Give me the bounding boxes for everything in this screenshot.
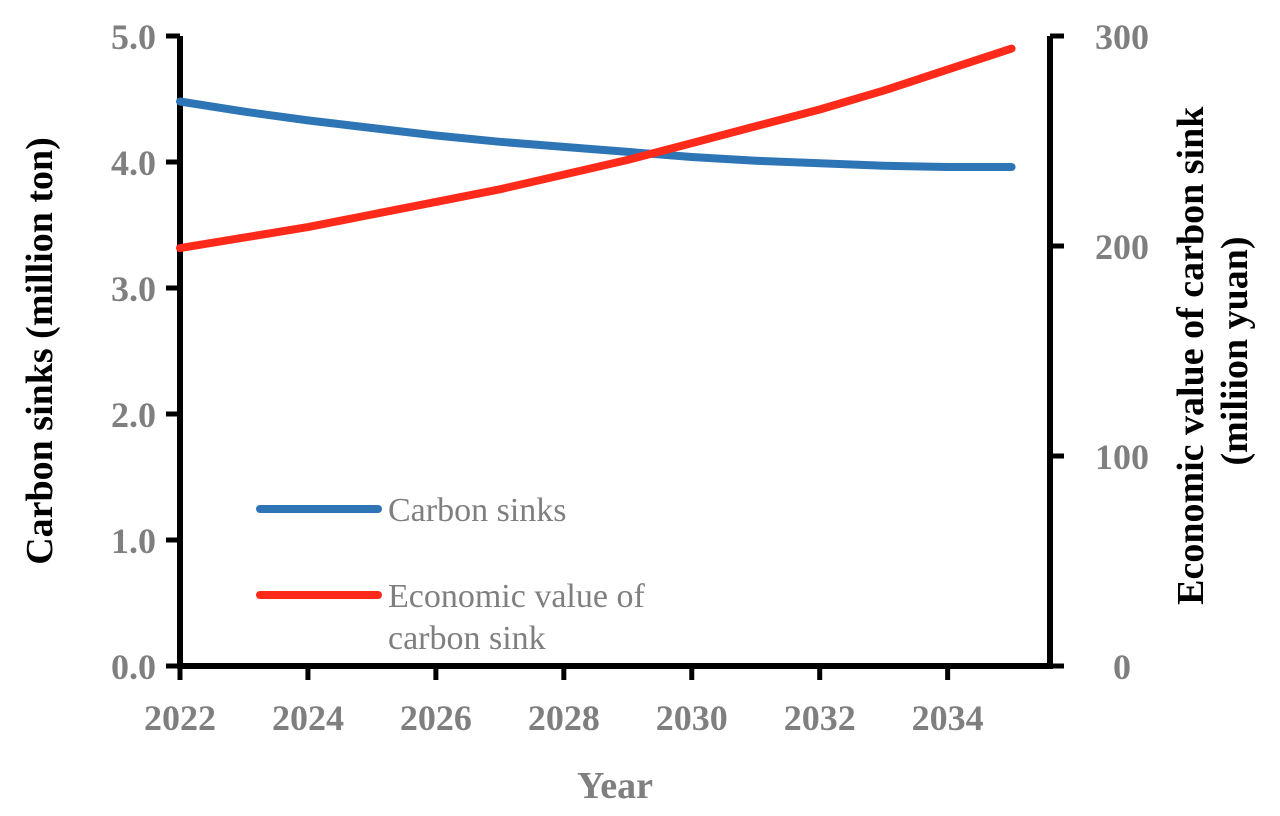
x-axis-title: Year: [577, 765, 653, 807]
y-tick-label: 2.0: [111, 395, 156, 435]
y2-axis-title: Economic value of carbon sink (miliion y…: [1170, 97, 1256, 605]
x-tick-label: 2026: [400, 698, 472, 738]
legend-label-economic-value-line-2: carbon sink: [388, 620, 546, 657]
y-tick-label: 3.0: [111, 269, 156, 309]
legend-label-economic-value: Economic value of carbon sink: [388, 578, 653, 657]
x-tick-label: 2028: [528, 698, 600, 738]
y2-tick-label: 0: [1113, 647, 1131, 687]
y2-axis-title-line-1: Economic value of carbon sink: [1170, 106, 1212, 605]
x-tick-label: 2032: [784, 698, 856, 738]
y-tick-label: 0.0: [111, 647, 156, 687]
x-tick-label: 2034: [912, 698, 984, 738]
series-line-carbon-sinks: [176, 97, 1016, 171]
y-axis-title: Carbon sinks (million ton): [19, 137, 61, 565]
y2-tick-label: 300: [1095, 17, 1149, 57]
x-tick-label: 2022: [144, 698, 216, 738]
legend-label-economic-value-line-1: Economic value of: [388, 578, 645, 615]
legend: Carbon sinks Economic value of carbon si…: [256, 492, 653, 657]
x-tick-label: 2024: [272, 698, 344, 738]
y2-tick-label: 200: [1095, 227, 1149, 267]
x-tick-label: 2030: [656, 698, 728, 738]
y-tick-label: 1.0: [111, 521, 156, 561]
series-line-economic-value-of-carbon-sink: [176, 44, 1016, 253]
ticks: 0.0 1.0 2.0 3.0 4.0 5.0 0 100 200 300 2022 2024 2026…: [111, 17, 1149, 738]
y-tick-label: 4.0: [111, 143, 156, 183]
series-lines: [176, 44, 1016, 253]
legend-label-carbon-sinks: Carbon sinks: [388, 492, 567, 529]
plot-area: [177, 36, 1053, 669]
y-tick-label: 5.0: [111, 17, 156, 57]
y2-tick-label: 100: [1095, 437, 1149, 477]
y2-axis-title-line-2: (miliion yuan): [1214, 236, 1256, 465]
